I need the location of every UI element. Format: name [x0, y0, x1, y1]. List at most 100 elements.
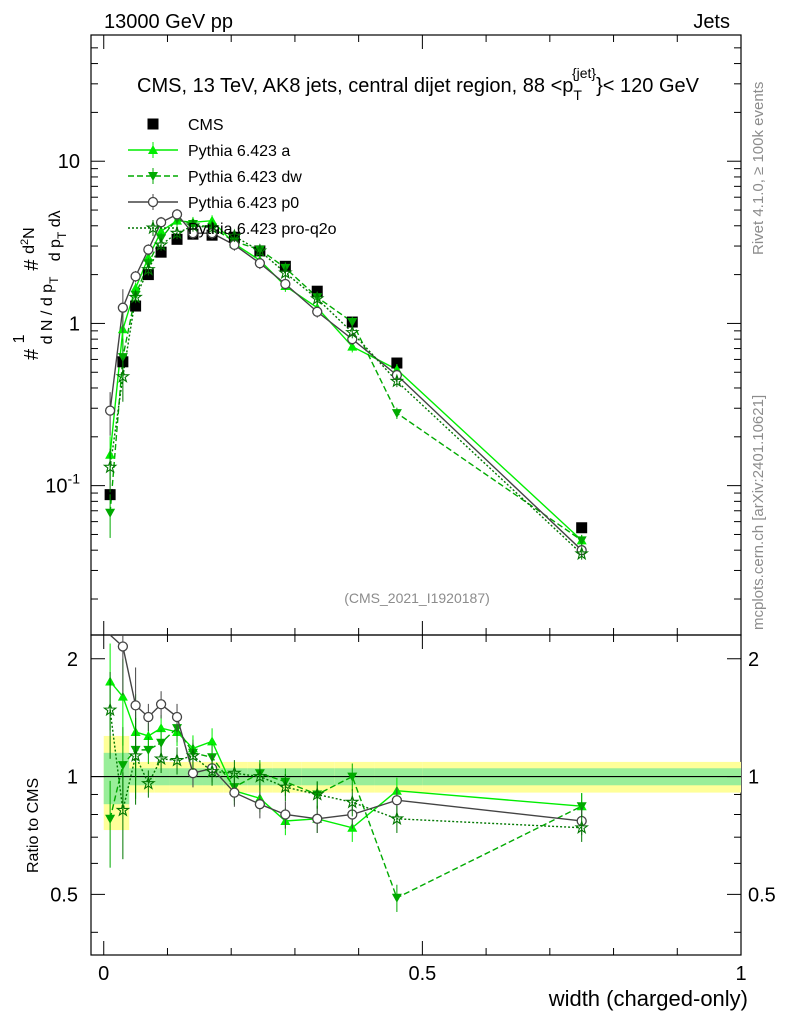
data-point-marker: [347, 341, 358, 351]
ratio-marker: [576, 802, 587, 812]
chart-title-end: }< 120 GeV: [596, 75, 700, 97]
ratio-marker: [143, 745, 154, 755]
legend-label: CMS: [188, 117, 224, 134]
series-line: [109, 213, 583, 551]
x-tick-label: 0.5: [408, 963, 436, 985]
data-point-marker: [128, 289, 143, 304]
chart-title-jet-sup: {jet}: [572, 65, 596, 81]
y-tick-label: 1: [69, 313, 80, 335]
data-point-marker: [278, 265, 293, 280]
ratio-marker: [391, 795, 403, 806]
y-label-frac-num-2: d: [21, 245, 38, 254]
ratio-marker: [143, 730, 154, 740]
ratio-marker: [204, 763, 220, 778]
y-label-dlambda: dλ: [47, 210, 64, 231]
data-point-marker: [204, 219, 220, 234]
ratio-marker: [128, 748, 143, 762]
ratio-panel-frame: [90, 634, 742, 956]
ratio-marker: [115, 802, 131, 817]
data-point-marker: [153, 237, 169, 252]
ratio-marker: [143, 711, 154, 723]
ratio-marker: [254, 799, 266, 810]
chart-title-pt-sub: T: [573, 87, 582, 103]
legend-label: Pythia 6.423 a: [188, 143, 290, 160]
data-point-marker: [252, 243, 268, 258]
legend-label: Pythia 6.423 p0: [188, 195, 299, 212]
data-point-marker: [280, 278, 291, 290]
data-point-marker: [130, 271, 141, 282]
data-point-marker: [227, 228, 242, 243]
y-tick-base: 10: [45, 476, 67, 498]
data-point-marker: [130, 300, 142, 312]
data-point-marker: [117, 302, 129, 313]
y-label-sup-2: 2: [19, 239, 31, 245]
mcplots-label: mcplots.cern.ch [arXiv:2401.10621]: [750, 395, 767, 630]
series-line: [109, 218, 583, 541]
ratio-marker: [117, 691, 128, 701]
ratio-tick-label-left: 1: [67, 767, 78, 789]
data-point-marker: [143, 244, 154, 255]
analysis-watermark: (CMS_2021_I1920187): [344, 590, 490, 606]
data-point-marker: [115, 368, 131, 383]
data-point-marker: [309, 290, 325, 305]
y-label-frac-num-1: 1: [11, 334, 28, 343]
ratio-marker: [117, 641, 129, 652]
rivet-version-label: Rivet 4.1.0, ≥ 100k events: [750, 82, 767, 255]
data-point-marker: [576, 522, 588, 534]
ratio-marker: [153, 751, 169, 766]
ratio-curves: [102, 634, 589, 912]
data-point-marker: [130, 283, 141, 293]
ratio-marker: [391, 893, 402, 903]
legend-marker: [147, 196, 159, 208]
data-point-marker: [347, 318, 358, 328]
ratio-line: [109, 681, 582, 829]
data-point-marker: [391, 357, 403, 369]
ratio-marker: [574, 819, 589, 834]
ratio-marker: [130, 700, 141, 711]
data-point-marker: [155, 217, 167, 228]
y-tick-exponent: -1: [68, 471, 81, 487]
data-point-marker: [140, 261, 156, 276]
ratio-marker: [155, 699, 167, 710]
data-point-marker: [185, 218, 201, 232]
data-point-marker: [345, 324, 360, 339]
data-point-marker: [574, 546, 590, 561]
legend-marker: [148, 145, 158, 154]
ratio-marker: [140, 775, 156, 790]
data-point-marker: [171, 233, 183, 245]
data-point-marker: [389, 373, 405, 388]
legend-label: Pythia 6.423 pro-q2o: [188, 221, 337, 238]
ratio-marker: [187, 768, 199, 779]
x-tick-label: 0: [98, 963, 109, 985]
ratio-line: [109, 634, 582, 822]
ratio-marker: [156, 738, 167, 748]
ratio-marker: [312, 813, 323, 824]
y-label-part-1: #: [21, 343, 43, 360]
chart-title-text: CMS, 13 TeV, AK8 jets, central dijet reg…: [137, 75, 573, 97]
y-label-N: N: [21, 227, 38, 239]
ratio-tick-label-right: 0.5: [748, 884, 776, 906]
ratio-tick-label-right: 2: [748, 649, 759, 671]
ratio-axis-label: Ratio to CMS: [25, 778, 42, 873]
data-point-marker: [576, 536, 587, 546]
ratio-marker: [347, 772, 358, 782]
legend: CMS Pythia 6.423 a Pythia 6.423 dw Pythia 6…: [128, 117, 337, 238]
ratio-marker: [227, 765, 242, 780]
data-point-marker: [171, 209, 183, 220]
ratio-tick-label-right: 1: [748, 767, 759, 789]
ratio-marker: [278, 779, 293, 794]
data-point-marker: [102, 459, 118, 474]
y-tick-label: 10: [58, 151, 80, 173]
series-line: [109, 225, 583, 555]
ratio-marker: [169, 752, 185, 767]
ratio-tick-label-left: 0.5: [50, 884, 78, 906]
energy-label: 13000 GeV pp: [104, 11, 233, 33]
jets-label: Jets: [693, 11, 730, 33]
data-point-marker: [156, 226, 167, 236]
ratio-green-band: [103, 752, 117, 805]
legend-label: Pythia 6.423 dw: [188, 169, 302, 186]
ratio-marker: [102, 702, 118, 717]
y-label-frac-den-2: d p: [47, 239, 64, 261]
